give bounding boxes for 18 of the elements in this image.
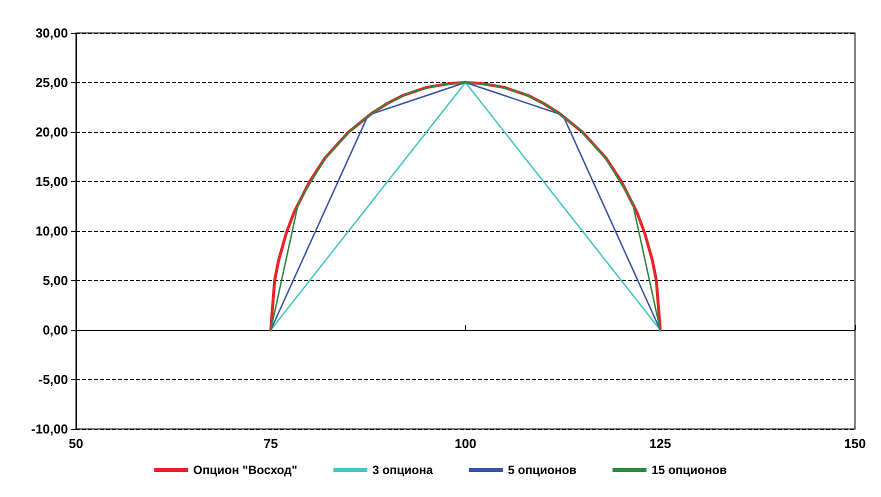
y-tick-label: 10,00 xyxy=(35,224,68,238)
legend-label: 5 опционов xyxy=(508,463,577,477)
x-tick-label: 150 xyxy=(844,436,866,451)
y-tick-label: 0,00 xyxy=(42,322,68,338)
legend-label: Опцион "Восход" xyxy=(193,463,298,477)
legend-label: 3 опциона xyxy=(372,463,434,477)
y-tick-label: 5,00 xyxy=(42,273,68,288)
y-tick-label: -5,00 xyxy=(38,372,68,387)
legend-label: 15 опционов xyxy=(652,463,727,477)
x-tick-label: 100 xyxy=(454,436,476,451)
x-tick-label: 50 xyxy=(68,436,84,451)
y-tick-label: 30,00 xyxy=(35,26,68,40)
x-tick-label: 125 xyxy=(649,436,672,451)
y-tick-label: -10,00 xyxy=(31,422,68,436)
y-tick-label: 25,00 xyxy=(35,75,68,90)
y-tick-label: 15,00 xyxy=(35,174,68,189)
y-tick-label: 20,00 xyxy=(35,124,68,140)
x-tick-label: 75 xyxy=(264,436,278,451)
